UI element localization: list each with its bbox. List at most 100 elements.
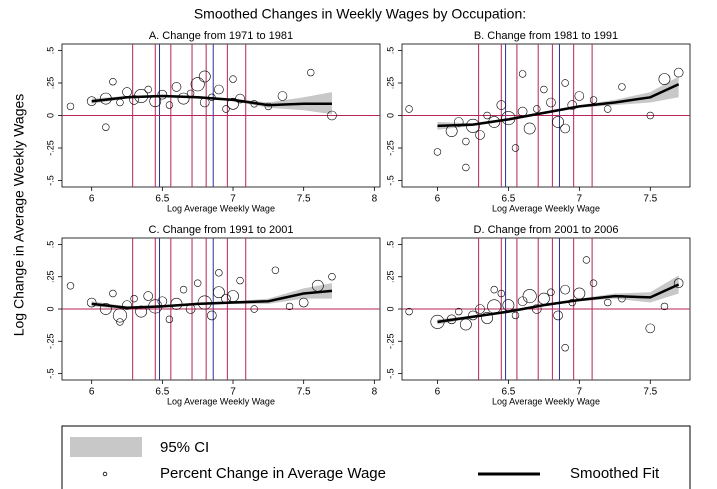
legend-label: Percent Change in Average Wage [160, 465, 386, 482]
y-tick-label: -.5 [385, 175, 395, 186]
x-tick-label: 6 [89, 387, 95, 398]
x-tick-label: 7 [577, 194, 583, 205]
data-point [531, 304, 542, 314]
x-tick-label: 7 [230, 194, 236, 205]
data-point [511, 144, 520, 152]
data-point [102, 123, 110, 131]
data-point [546, 97, 556, 108]
data-point [207, 310, 217, 321]
y-tick-label: 0 [45, 113, 55, 118]
y-tick-label: -.25 [45, 334, 55, 350]
data-point [433, 148, 442, 156]
x-tick-label: 7.5 [643, 387, 657, 398]
x-tick-label: 6.5 [501, 387, 515, 398]
data-point [589, 279, 598, 287]
data-point [165, 101, 174, 109]
data-point [497, 289, 506, 298]
data-point [122, 300, 132, 310]
x-axis-label: Log Average Weekly Wage [167, 203, 275, 213]
legend: 95% CI Percent Change in Average Wage Sm… [61, 425, 691, 489]
data-point [177, 92, 190, 105]
data-point [405, 307, 413, 316]
confidence-band [91, 283, 332, 309]
panel: B. Change from 1981 to 1991 6 6.5 7 7.5 -.5 -.… [385, 30, 691, 213]
data-point [453, 117, 464, 127]
chart-title: Smoothed Changes in Weekly Wages by Occu… [194, 6, 526, 22]
y-axis-label: Log Change in Average Weekly Wages [11, 94, 27, 337]
data-point [285, 302, 294, 311]
data-point [227, 97, 239, 110]
panel: A. Change from 1971 to 1981 6 6.5 7 7.5 8 -.5 -… [45, 30, 381, 213]
data-point [298, 297, 309, 308]
legend-label: Smoothed Fit [570, 465, 660, 482]
x-axis-label: Log Average Weekly Wage [167, 396, 275, 406]
data-point [522, 289, 537, 304]
data-point [143, 291, 154, 301]
data-point [130, 294, 138, 303]
smoothed-fit [437, 283, 680, 324]
y-tick-label: .5 [385, 47, 395, 55]
legend-label: 95% CI [160, 439, 209, 456]
data-point [604, 298, 612, 307]
data-point [109, 289, 117, 298]
data-point [462, 137, 470, 146]
x-tick-label: 7.5 [297, 387, 311, 398]
panel: D. Change from 2001 to 2006 6 6.5 7 7.5 -.5 -.… [385, 224, 691, 406]
data-point [567, 100, 578, 110]
data-point [462, 163, 470, 172]
data-point [193, 279, 202, 287]
data-point [561, 79, 569, 87]
data-point [673, 278, 684, 288]
data-point [99, 303, 112, 315]
y-tick-label: .5 [45, 47, 55, 55]
x-tick-label: 7 [577, 387, 583, 398]
data-point [496, 100, 507, 110]
data-point [86, 297, 97, 308]
data-point [589, 96, 598, 104]
y-tick-label: -.5 [45, 368, 55, 379]
x-tick-label: 6.5 [155, 194, 169, 205]
data-point [116, 318, 124, 326]
y-tick-label: .5 [385, 241, 395, 249]
x-tick-label: 6 [435, 387, 441, 398]
x-axis-label: Log Average Weekly Wage [492, 203, 600, 213]
y-tick-label: 0 [385, 306, 395, 311]
data-point [658, 73, 671, 85]
x-tick-label: 7.5 [643, 194, 657, 205]
data-point [179, 285, 188, 294]
y-tick-label: 0 [385, 113, 395, 118]
x-tick-label: 7 [230, 387, 236, 398]
data-point [66, 102, 75, 111]
data-point [533, 105, 541, 113]
data-point [574, 91, 585, 101]
y-tick-label: .25 [45, 270, 55, 283]
y-tick-label: .5 [45, 241, 55, 249]
data-point [547, 288, 555, 296]
y-tick-label: .25 [385, 270, 395, 283]
data-point [212, 286, 225, 299]
y-tick-label: -.5 [45, 175, 55, 186]
data-point [673, 67, 684, 78]
x-tick-label: 8 [372, 194, 378, 205]
data-point [517, 296, 528, 307]
x-tick-label: 8 [372, 387, 378, 398]
data-point [560, 123, 570, 134]
y-tick-label: .25 [385, 77, 395, 90]
data-point [604, 105, 612, 113]
panel-title: B. Change from 1981 to 1991 [474, 30, 618, 42]
data-point [405, 105, 413, 113]
data-point [66, 282, 75, 290]
data-point [328, 273, 336, 281]
panel-title: A. Change from 1971 to 1981 [149, 30, 293, 42]
data-point [490, 285, 498, 294]
data-point [540, 85, 548, 94]
data-point [307, 68, 315, 77]
data-point [327, 110, 337, 121]
data-point [236, 276, 244, 285]
data-point [144, 85, 152, 94]
data-point [645, 323, 656, 334]
data-point [553, 310, 563, 321]
smoothed-fit [91, 94, 332, 107]
data-point [171, 82, 182, 92]
data-point [157, 89, 168, 100]
